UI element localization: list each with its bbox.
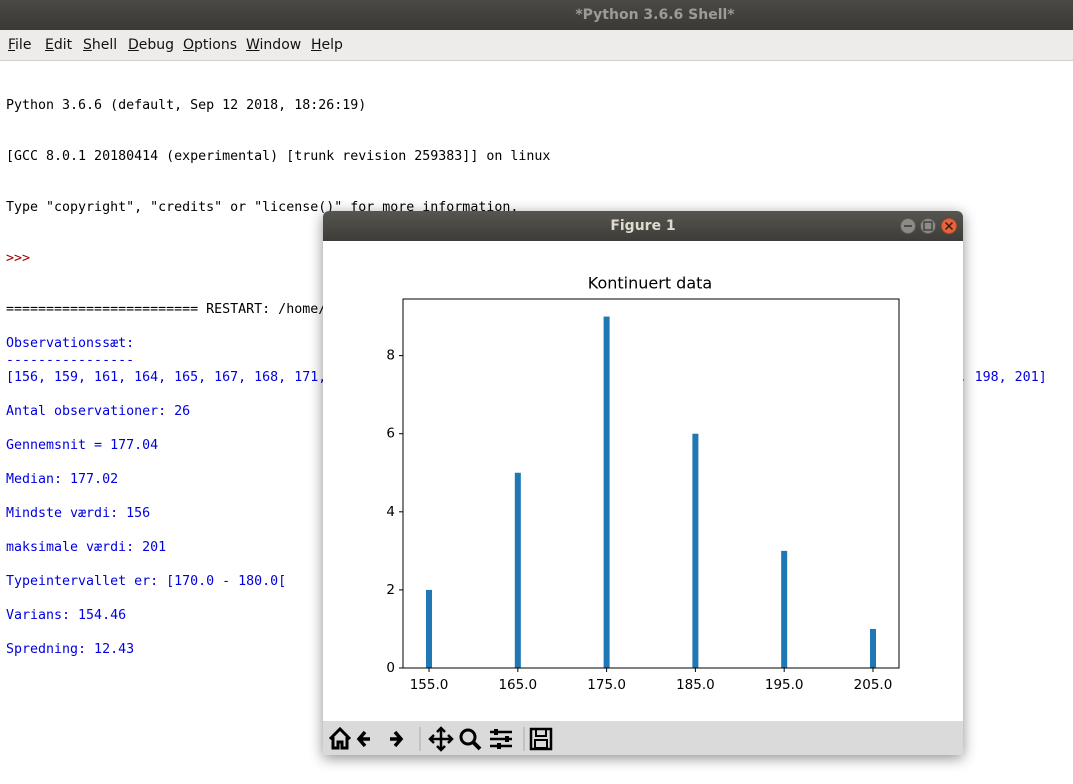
menu-item[interactable]: File [8, 37, 32, 53]
figure-window: Figure 1 Kontinuert data 0 2 4 6 8 155.0 165.0… [323, 211, 963, 755]
y-tick-label: 6 [386, 426, 395, 442]
output-line: Antal observationer: 26 [6, 404, 191, 419]
output-block: Antal observationer: 26 [6, 403, 1047, 420]
window-title: *Python 3.6.6 Shell* [575, 7, 735, 23]
bar [781, 550, 788, 668]
configure-button[interactable] [490, 729, 512, 749]
y-tick-label: 2 [386, 582, 395, 598]
maximize-button[interactable] [920, 218, 936, 234]
title-bar: *Python 3.6.6 Shell* [0, 0, 1073, 30]
bar [426, 589, 433, 668]
output-block: Median: 177.02 [6, 471, 1047, 488]
x-tick-label: 175.0 [587, 677, 626, 693]
save-button[interactable] [529, 727, 553, 751]
toolbar [323, 721, 963, 755]
axes-frame [402, 298, 900, 669]
output-block: Gennemsnit = 177.04 [6, 437, 1047, 454]
figure-title-bar: Figure 1 [323, 211, 963, 241]
chart-title: Kontinuert data [588, 274, 712, 293]
output-block: Varians: 154.46 [6, 607, 1047, 624]
menu-item[interactable]: Options [183, 37, 238, 53]
x-tick-label: 195.0 [765, 677, 804, 693]
y-tick-label: 0 [386, 660, 395, 676]
output-line: Gennemsnit = 177.04 [6, 438, 159, 453]
output-block: maksimale værdi: 201 [6, 539, 1047, 556]
banner-line: [GCC 8.0.1 20180414 (experimental) [trun… [6, 149, 551, 164]
x-tick-label: 165.0 [498, 677, 537, 693]
output-line: Spredning: 12.43 [6, 642, 135, 657]
menu-item[interactable]: Shell [83, 37, 118, 53]
y-tick-label: 8 [386, 348, 395, 364]
output-line: Mindste værdi: 156 [6, 506, 151, 521]
x-tick-label: 205.0 [854, 677, 893, 693]
menu-item[interactable]: Help [311, 37, 343, 53]
forward-button[interactable] [390, 730, 404, 748]
bar [603, 316, 610, 668]
chart: Kontinuert data 0 2 4 6 8 155.0 165.0 175.0 185.… [386, 274, 900, 693]
back-button[interactable] [356, 730, 370, 748]
home-button[interactable] [328, 726, 352, 750]
output-block: Typeintervallet er: [170.0 - 180.0[ [6, 573, 1047, 590]
x-tick-label: 185.0 [676, 677, 715, 693]
output-line: maksimale værdi: 201 [6, 540, 167, 555]
zoom-button[interactable] [459, 728, 482, 751]
menu-item[interactable]: Window [246, 37, 302, 53]
bar [514, 472, 521, 668]
x-tick-label: 155.0 [410, 677, 449, 693]
pan-button[interactable] [428, 726, 454, 752]
output-line: Median: 177.02 [6, 472, 119, 487]
output-line: Typeintervallet er: [170.0 - 180.0[ [6, 574, 287, 589]
output-block: Mindste værdi: 156 [6, 505, 1047, 522]
figure-title: Figure 1 [610, 218, 676, 234]
output-line: Varians: 154.46 [6, 608, 127, 623]
window-buttons [900, 218, 957, 234]
y-tick-label: 4 [386, 504, 395, 520]
menu-item[interactable]: Edit [45, 37, 73, 53]
toolbar-icons [328, 726, 553, 752]
banner-line: Python 3.6.6 (default, Sep 12 2018, 18:2… [6, 98, 367, 113]
output-block: Spredning: 12.43 [6, 641, 1047, 658]
menu-bar: File Edit Shell Debug Options Window Help [0, 30, 1073, 61]
prompt: >>> [6, 251, 31, 266]
bar [869, 628, 876, 668]
output-line: Observationssæt: [6, 336, 135, 351]
bar [692, 433, 699, 668]
output-line: ---------------- [6, 353, 135, 368]
menu-item[interactable]: Debug [128, 37, 175, 53]
